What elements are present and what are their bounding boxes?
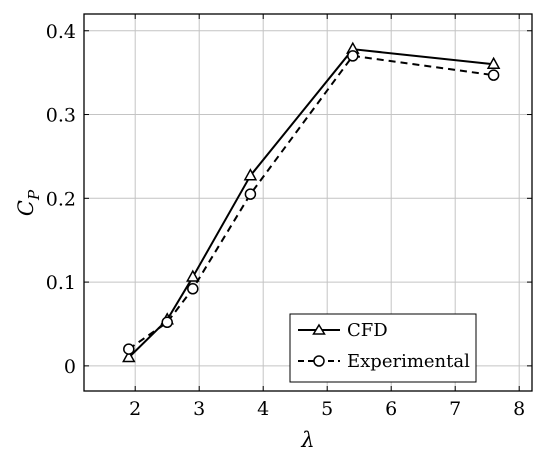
data-point-experimental [487,69,500,81]
y-tick-label: 0.2 [46,188,76,210]
legend-triangle-marker [312,323,326,335]
legend-label-cfd: CFD [347,320,388,341]
y-axis-title-subscript: P [25,189,43,201]
y-tick-label: 0 [64,356,76,378]
y-axis-title-main: C [14,200,38,216]
series-line-experimental [128,54,494,350]
data-point-experimental [244,188,257,200]
legend-circle-marker [313,355,325,367]
y-axis-title: CP [14,189,43,216]
ticks: 2 3 4 5 6 7 8 0 0.1 0.2 0.3 0.4 [46,14,532,420]
x-tick-label: 5 [321,398,333,420]
x-tick-label: 2 [129,398,141,420]
series-group [122,41,501,363]
data-point-experimental [123,343,135,355]
data-point-experimental [161,316,173,329]
x-tick-label: 8 [513,398,525,420]
data-point-cfd [486,56,501,70]
x-tick-label: 7 [449,398,461,420]
y-tick-label: 0.4 [46,21,76,43]
y-tick-label: 0.1 [46,272,76,294]
x-tick-label: 6 [385,398,397,420]
data-point-cfd [122,349,136,363]
plot-frame [83,13,533,392]
legend: CFD Experimental [289,313,477,383]
series-line-cfd [128,48,494,359]
data-point-cfd [186,269,200,282]
x-tick-label: 4 [257,398,269,420]
data-point-experimental [347,50,359,62]
grid [84,14,532,391]
legend-label-experimental: Experimental [347,351,470,372]
x-axis-title: λ [300,428,314,452]
legend-box [289,313,477,383]
data-point-experimental [187,283,199,295]
x-tick-label: 3 [193,398,205,420]
data-point-cfd [243,168,258,181]
y-tick-label: 0.3 [46,105,76,127]
